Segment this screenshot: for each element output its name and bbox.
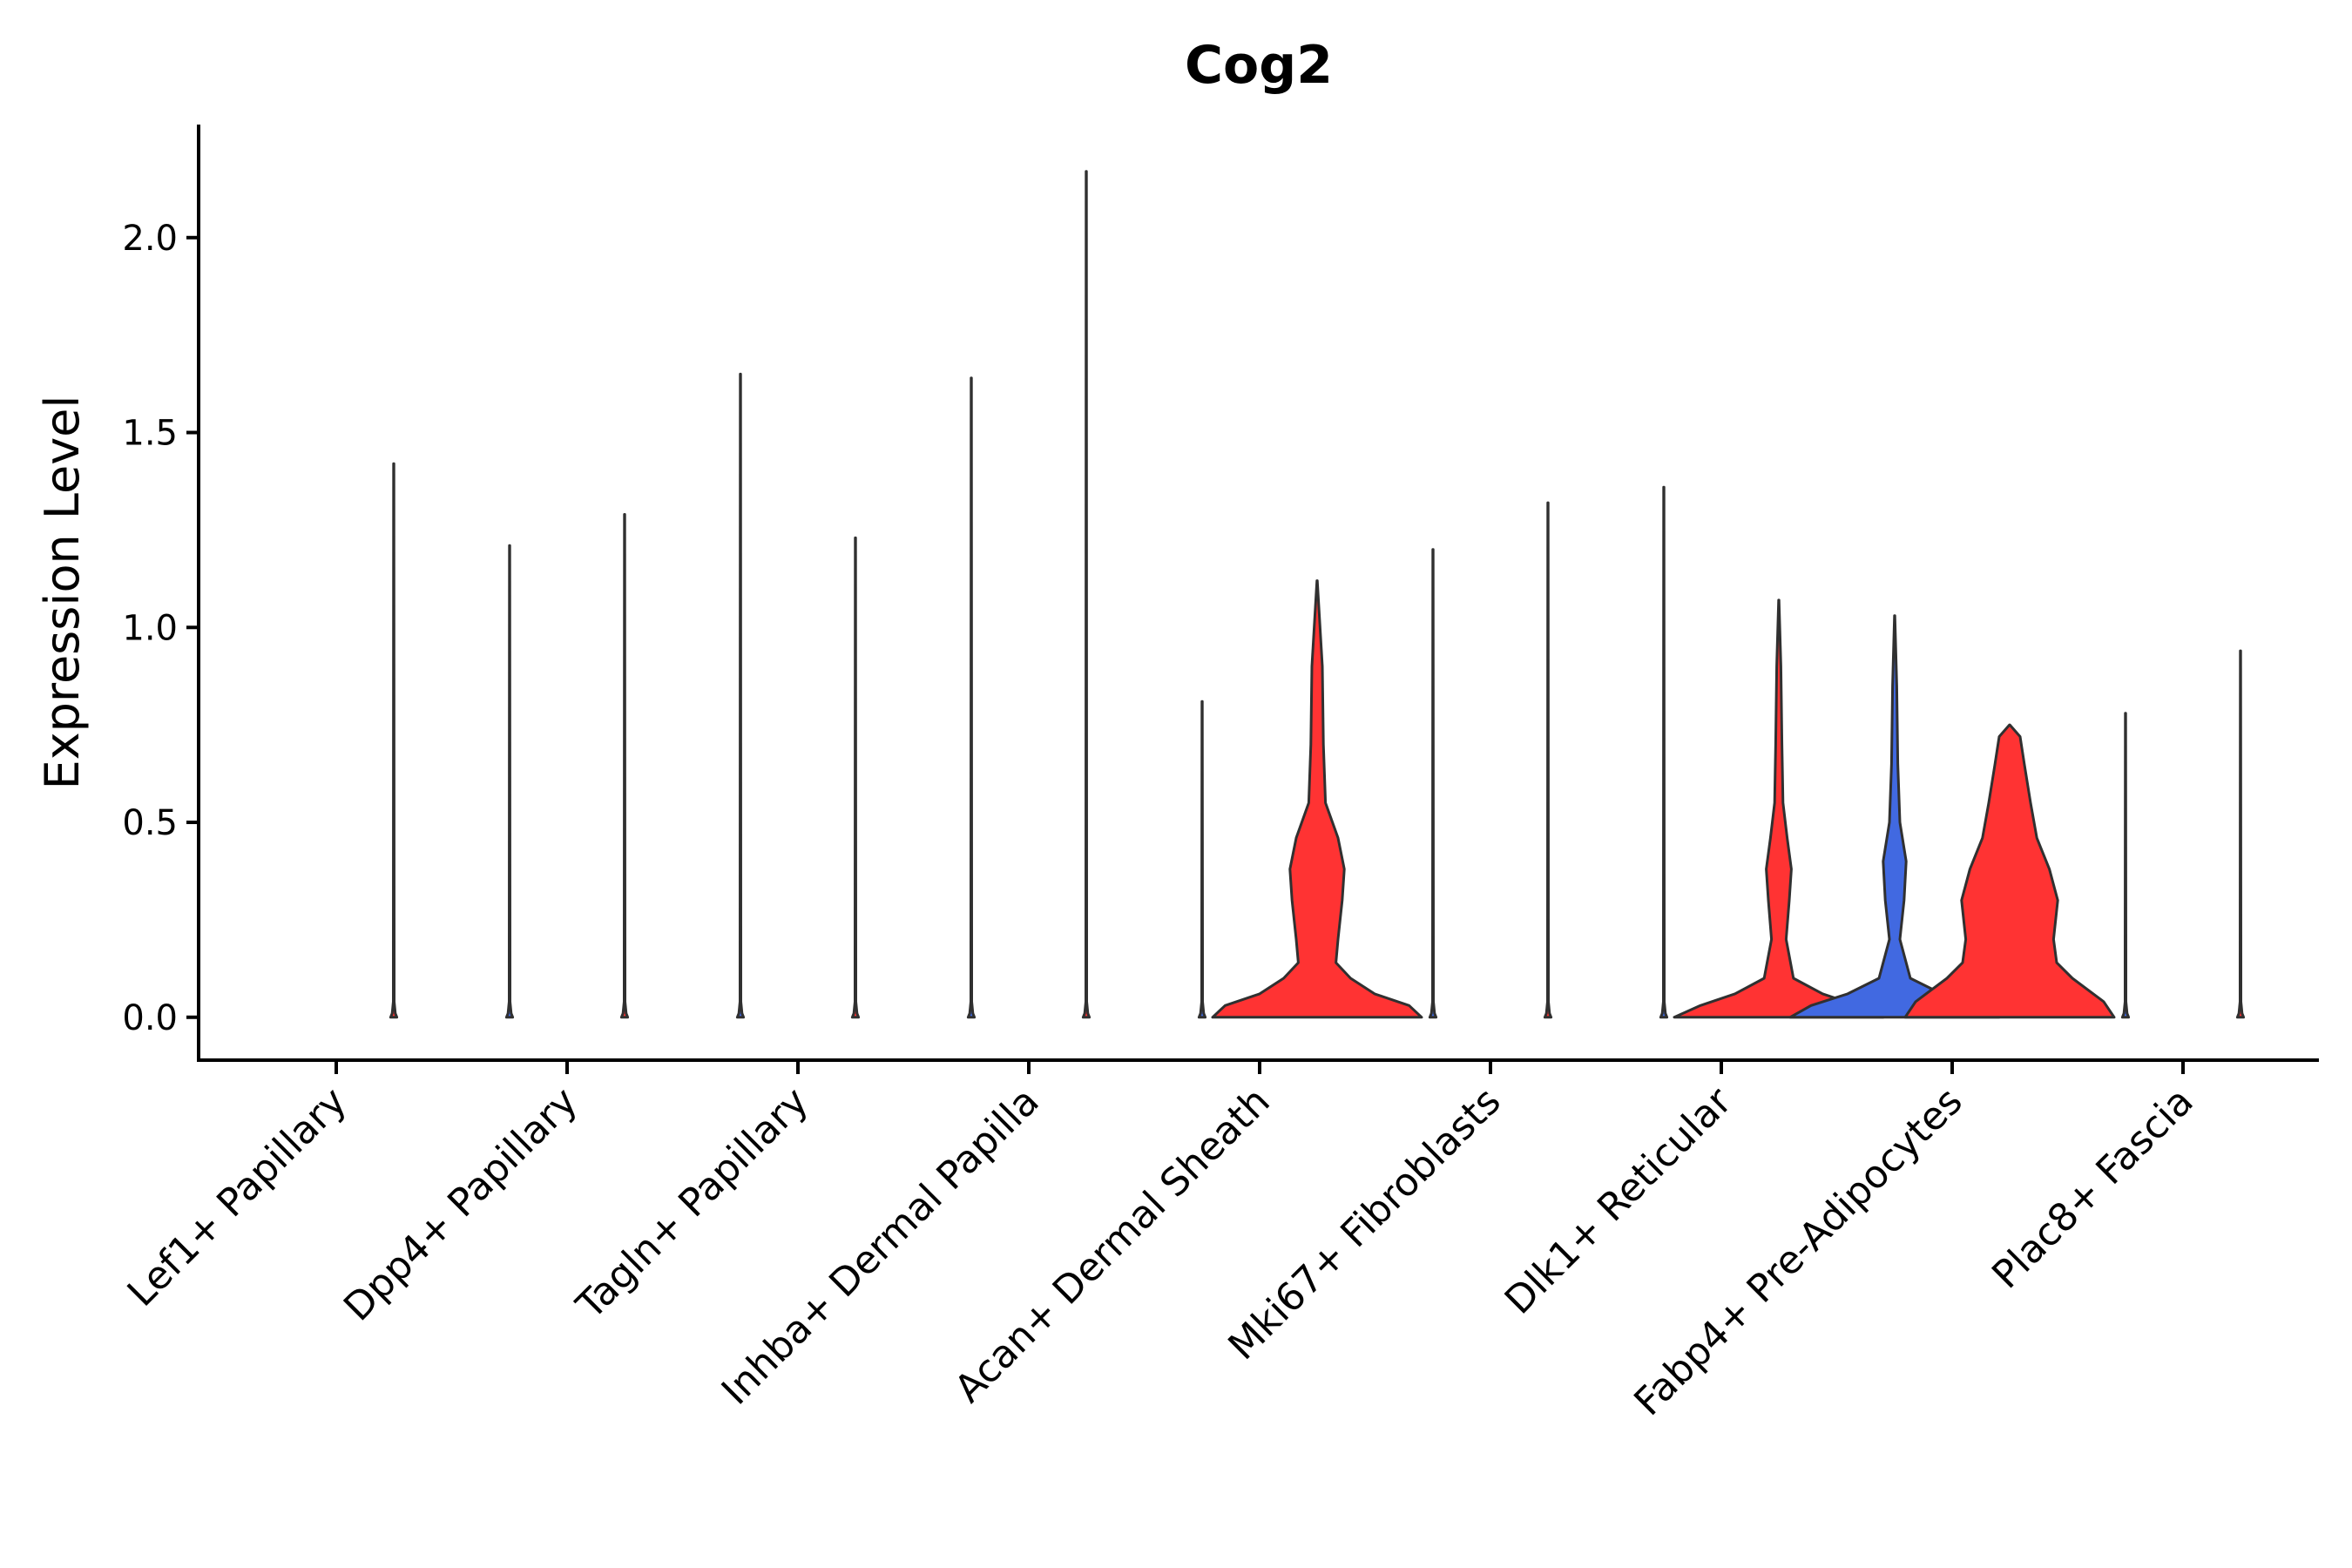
y-tick-label: 0.0 bbox=[122, 998, 178, 1038]
violin-blue bbox=[735, 372, 746, 1019]
x-tick-label: Lef1+ Papillary bbox=[119, 1079, 355, 1315]
y-tick-label: 1.5 bbox=[122, 414, 178, 454]
violin-red bbox=[619, 513, 630, 1019]
violin-red bbox=[1543, 501, 1553, 1019]
y-tick-label: 2.0 bbox=[122, 219, 178, 259]
y-tick-label: 0.5 bbox=[122, 803, 178, 843]
violin-blue bbox=[1197, 700, 1207, 1019]
violin-red bbox=[1081, 170, 1092, 1019]
x-tick-label: Tagln+ Papillary bbox=[568, 1079, 817, 1328]
y-ticks: 0.0 0.5 1.0 1.5 2.0 bbox=[122, 219, 199, 1038]
x-tick-label: Plac8+ Fascia bbox=[1984, 1079, 2202, 1298]
violin-red bbox=[1903, 723, 2116, 1019]
violin-blue bbox=[966, 376, 977, 1019]
violin-red bbox=[1673, 598, 1885, 1019]
y-axis-label: Expression Level bbox=[35, 395, 90, 790]
chart-title: Cog2 bbox=[1185, 35, 1333, 96]
violin-red bbox=[2235, 649, 2246, 1019]
violins-layer bbox=[389, 170, 2246, 1019]
violin-red bbox=[389, 462, 399, 1019]
x-tick-label: Dlk1+ Reticular bbox=[1497, 1078, 1741, 1323]
y-tick-label: 1.0 bbox=[122, 608, 178, 648]
x-tick-label: Dpp4+ Papillary bbox=[335, 1079, 586, 1330]
violin-red bbox=[850, 536, 861, 1019]
violin-blue bbox=[2120, 712, 2131, 1019]
violin-blue bbox=[1659, 485, 1669, 1019]
violin-blue bbox=[504, 544, 515, 1019]
violin-red bbox=[1211, 579, 1423, 1019]
violin-blue bbox=[1428, 548, 1438, 1019]
violin-blue bbox=[1788, 614, 2001, 1019]
